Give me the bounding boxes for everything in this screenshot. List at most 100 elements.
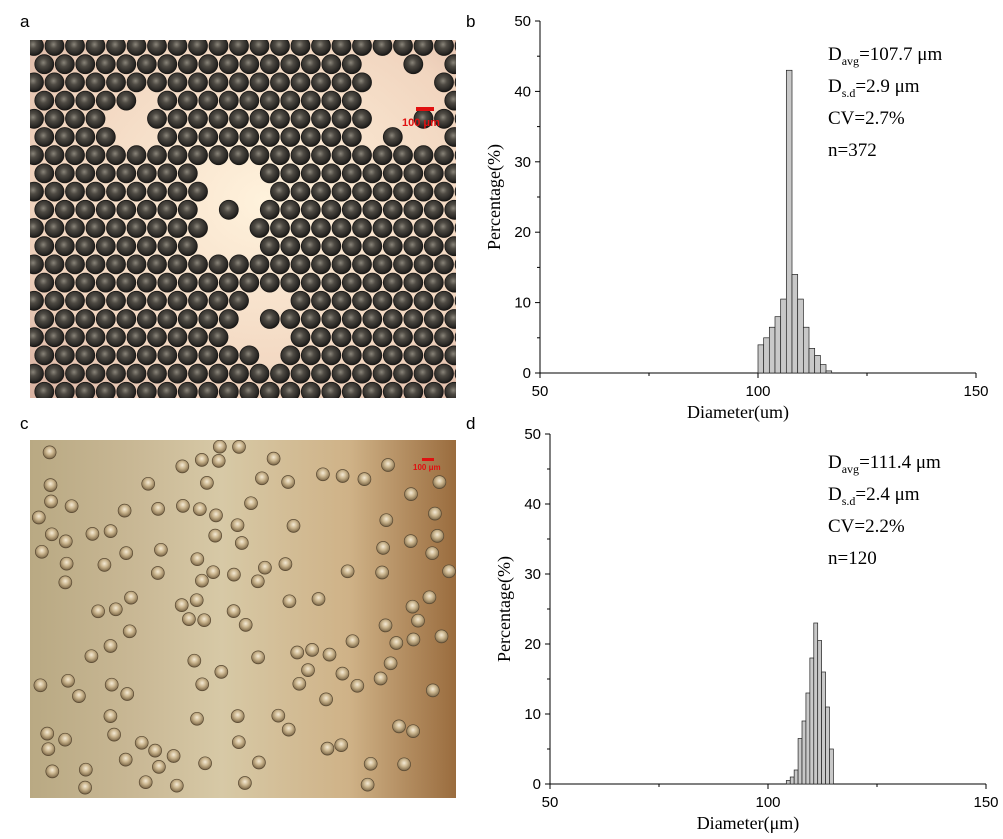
bead [282, 594, 297, 609]
bead [229, 145, 249, 166]
bead [379, 513, 394, 528]
bead [167, 290, 188, 311]
bead [34, 236, 55, 257]
bead [44, 108, 65, 129]
bead [290, 290, 311, 311]
bead [382, 345, 403, 366]
bead [434, 181, 454, 202]
bead [331, 218, 352, 238]
stat-subscript: s.d [842, 86, 856, 100]
bead [373, 671, 388, 686]
bead [259, 272, 280, 293]
bead [78, 780, 92, 795]
bead [75, 272, 96, 293]
bead [167, 72, 188, 93]
histogram-bar [763, 337, 770, 374]
bead [238, 618, 253, 632]
bead [372, 218, 393, 238]
y-tick-label: 0 [523, 365, 531, 382]
bead [403, 163, 424, 184]
bead [280, 309, 301, 329]
histogram-bar [768, 326, 776, 374]
bead [75, 309, 96, 329]
bead [362, 309, 383, 329]
bead [259, 199, 280, 220]
bead [321, 90, 342, 111]
bead [454, 368, 456, 379]
bead [177, 90, 198, 111]
bead [34, 54, 55, 75]
histogram-bar [821, 671, 826, 785]
bead [136, 309, 157, 329]
bead [434, 40, 454, 56]
bead [75, 127, 96, 147]
bead [166, 749, 181, 763]
micrograph-c: 100 μm [30, 440, 456, 798]
bead [44, 363, 65, 384]
bead [362, 381, 383, 398]
bead [42, 445, 57, 460]
bead [229, 290, 249, 311]
histogram-b: 0 10 20 30 40 50 50 100 150 Diameter(um) Percentag… [484, 13, 989, 423]
bead [106, 181, 126, 202]
bead [218, 90, 239, 111]
bead [147, 218, 167, 238]
bead [218, 381, 239, 398]
bead [116, 199, 137, 220]
bead [321, 199, 342, 220]
bead [341, 345, 362, 366]
bead [75, 381, 96, 398]
bead [432, 475, 447, 489]
bead [212, 440, 227, 454]
bead [30, 290, 44, 311]
bead [103, 709, 118, 723]
bead [85, 181, 106, 202]
bead [230, 709, 245, 723]
bead [136, 345, 157, 366]
bead [232, 440, 246, 454]
bead [91, 604, 105, 619]
bead [188, 290, 208, 311]
bead [208, 327, 229, 348]
bead [30, 218, 44, 238]
bead [239, 127, 260, 147]
bead [54, 381, 75, 398]
stat-d-avg: Davg=111.4 μm [828, 452, 941, 476]
bead [406, 724, 420, 739]
bead [147, 181, 167, 202]
bead [65, 363, 85, 384]
bead [403, 534, 418, 548]
bead [54, 272, 75, 293]
bead [270, 363, 290, 384]
bead [280, 236, 301, 257]
bead [33, 678, 48, 693]
y-tick-label: 40 [514, 83, 531, 100]
histogram-bar [757, 344, 765, 374]
bead [406, 632, 421, 647]
bead [177, 381, 198, 398]
bead [403, 309, 424, 329]
bead [403, 345, 424, 366]
bead [157, 127, 178, 147]
y-tick-label: 20 [524, 636, 541, 653]
bead [34, 381, 55, 398]
bead [72, 689, 86, 703]
bead [413, 145, 434, 166]
bead [423, 345, 444, 366]
panel-letter-b: b [466, 12, 476, 31]
x-tick-label: 50 [542, 794, 559, 811]
bead [197, 613, 212, 628]
bead [311, 181, 331, 202]
bead [147, 40, 167, 56]
bead [75, 199, 96, 220]
bead [352, 40, 372, 56]
y-axis-label: Percentage(%) [484, 144, 505, 250]
bead [54, 345, 75, 366]
bead [188, 218, 208, 238]
bead [34, 163, 55, 184]
bead [85, 145, 106, 166]
histogram-bar [808, 348, 816, 374]
bead [108, 602, 123, 617]
bead [321, 309, 342, 329]
bead [214, 665, 229, 679]
